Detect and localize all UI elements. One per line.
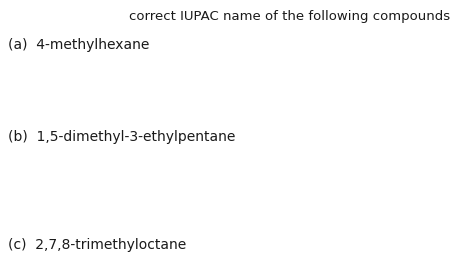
- Text: correct IUPAC name of the following compounds: correct IUPAC name of the following comp…: [129, 10, 449, 23]
- Text: (b)  1,5-dimethyl-3-ethylpentane: (b) 1,5-dimethyl-3-ethylpentane: [8, 130, 235, 144]
- Text: (c)  2,7,8-trimethyloctane: (c) 2,7,8-trimethyloctane: [8, 238, 186, 252]
- Text: (a)  4-methylhexane: (a) 4-methylhexane: [8, 38, 149, 52]
